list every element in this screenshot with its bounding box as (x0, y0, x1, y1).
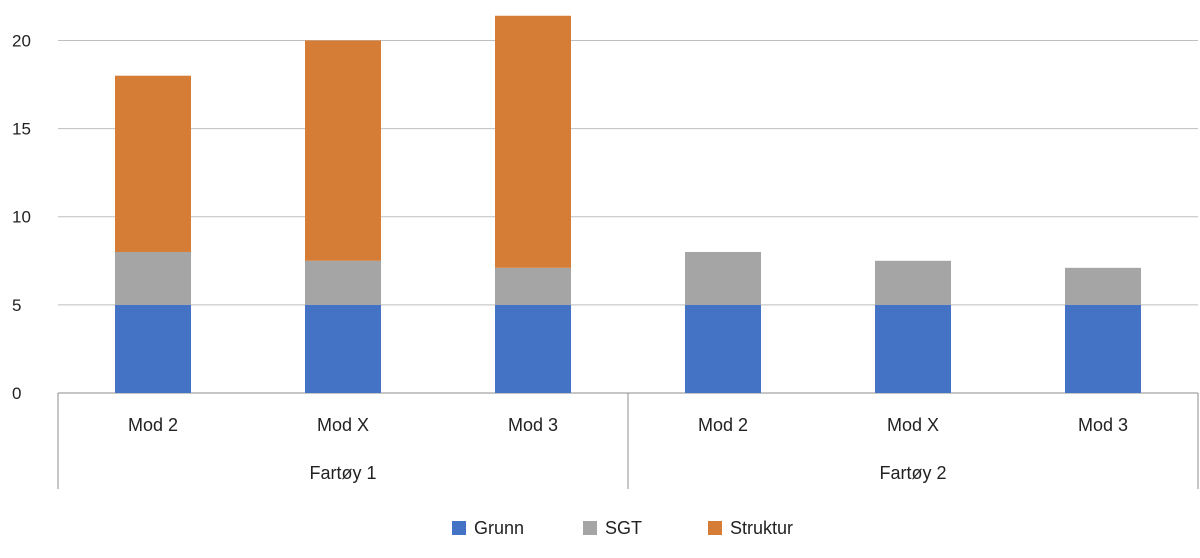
x-group-label: Fartøy 1 (309, 463, 376, 483)
legend-swatch-sgt (583, 521, 597, 535)
bar-struktur-2 (305, 40, 381, 261)
bar-sgt-3 (495, 267, 571, 305)
x-category-label: Mod 2 (128, 415, 178, 435)
y-tick-label: 15 (12, 120, 31, 139)
bar-grunn-3 (495, 304, 571, 393)
bar-struktur-3 (495, 15, 571, 268)
y-tick-label: 20 (12, 31, 31, 50)
legend-label-struktur: Struktur (730, 518, 793, 538)
bar-sgt-5 (875, 260, 951, 305)
y-tick-label: 5 (12, 296, 21, 315)
gridlines (58, 39, 1198, 394)
x-group-label: Fartøy 2 (879, 463, 946, 483)
bar-sgt-2 (305, 260, 381, 305)
bar-struktur-1 (115, 75, 191, 252)
bar-grunn-6 (1065, 304, 1141, 393)
bar-sgt-6 (1065, 267, 1141, 305)
x-axis: Mod 2 Mod X Mod 3 Mod 2 Mod X Mod 3 Fartøy 1 Fa… (57, 393, 1199, 489)
bar-grunn-1 (115, 304, 191, 393)
x-category-label: Mod 2 (698, 415, 748, 435)
x-category-label: Mod 3 (1078, 415, 1128, 435)
y-tick-label: 0 (12, 384, 21, 403)
x-category-label: Mod 3 (508, 415, 558, 435)
x-category-label: Mod X (887, 415, 939, 435)
x-category-label: Mod X (317, 415, 369, 435)
legend-swatch-struktur (708, 521, 722, 535)
bar-grunn-5 (875, 304, 951, 393)
legend-label-grunn: Grunn (474, 518, 524, 538)
legend-swatch-grunn (452, 521, 466, 535)
bar-grunn-4 (685, 304, 761, 393)
bar-grunn-2 (305, 304, 381, 393)
bar-sgt-1 (115, 251, 191, 305)
legend-label-sgt: SGT (605, 518, 642, 538)
bar-sgt-4 (685, 251, 761, 305)
bars (115, 15, 1141, 393)
y-tick-label: 10 (12, 208, 31, 227)
y-axis-ticks: 0 5 10 15 20 (12, 31, 31, 403)
legend: Grunn SGT Struktur (452, 518, 793, 538)
